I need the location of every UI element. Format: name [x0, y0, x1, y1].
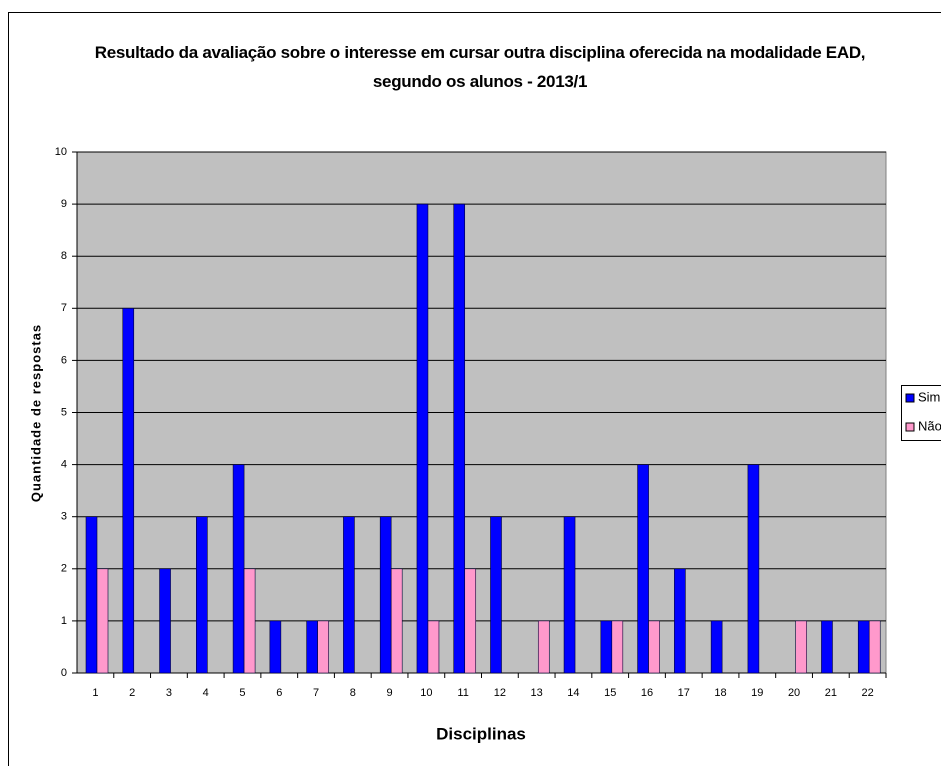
legend-label: Sim	[918, 389, 940, 404]
chart-title: Resultado da avaliação sobre o interesse…	[94, 43, 866, 91]
y-tick-label: 5	[61, 406, 67, 418]
y-tick-label: 7	[61, 302, 67, 314]
x-tick-label: 9	[387, 687, 393, 699]
y-tick-label: 6	[61, 354, 67, 366]
bar	[453, 203, 466, 674]
bar	[600, 620, 613, 674]
legend-swatch	[905, 393, 915, 403]
x-tick-label: 21	[825, 687, 837, 699]
bar	[317, 620, 329, 674]
bar	[637, 464, 649, 674]
x-tick-label: 2	[129, 687, 135, 699]
bar	[611, 620, 624, 674]
legend-swatch	[905, 422, 915, 432]
y-tick-label: 4	[61, 459, 67, 471]
bar	[648, 620, 660, 674]
x-tick-label: 7	[313, 687, 319, 699]
x-tick-label: 22	[861, 687, 873, 699]
legend-label: Não	[918, 418, 941, 433]
x-tick-label: 3	[166, 687, 172, 699]
x-tick-label: 20	[788, 687, 800, 699]
x-tick-label: 12	[494, 687, 506, 699]
x-tick-label: 5	[239, 687, 245, 699]
bar	[85, 516, 98, 674]
x-tick-label: 8	[350, 687, 356, 699]
x-tick-label: 15	[604, 687, 616, 699]
bar	[390, 568, 403, 674]
bar	[243, 568, 256, 674]
y-tick-label: 0	[61, 667, 67, 679]
x-tick-label: 17	[678, 687, 690, 699]
bar	[857, 620, 870, 674]
bar	[537, 620, 550, 674]
bar	[747, 464, 760, 674]
y-tick-label: 2	[61, 563, 67, 575]
bar	[868, 620, 881, 674]
bar	[490, 516, 502, 674]
y-tick-label: 1	[61, 615, 67, 627]
bar	[563, 516, 576, 674]
x-tick-label: 11	[457, 687, 468, 699]
x-tick-label: 19	[751, 687, 763, 699]
bar	[379, 516, 392, 674]
x-tick-label: 10	[420, 687, 432, 699]
x-tick-label: 16	[641, 687, 653, 699]
bar	[821, 620, 833, 674]
y-axis-label: Quantidade de respostas	[28, 324, 43, 502]
bar	[306, 620, 318, 674]
bar	[196, 516, 208, 674]
x-tick-label: 14	[567, 687, 579, 699]
x-tick-label: 4	[203, 687, 209, 699]
bar	[232, 464, 245, 674]
bar	[710, 620, 723, 674]
bar	[464, 568, 477, 674]
bar	[96, 568, 109, 674]
x-axis-label: Disciplinas	[436, 724, 526, 743]
y-tick-label: 3	[61, 511, 67, 523]
y-tick-label: 10	[55, 146, 67, 158]
x-tick-label: 6	[276, 687, 282, 699]
x-tick-label: 13	[531, 687, 543, 699]
y-tick-label: 8	[61, 250, 67, 262]
bar	[159, 568, 171, 674]
bar	[795, 620, 807, 674]
bar	[416, 203, 429, 674]
bar	[427, 620, 440, 674]
y-tick-label: 9	[61, 198, 67, 210]
bar	[269, 620, 282, 674]
bar	[674, 568, 686, 674]
x-tick-label: 18	[714, 687, 726, 699]
bar	[343, 516, 355, 674]
x-tick-label: 1	[92, 687, 98, 699]
bar	[122, 307, 135, 674]
